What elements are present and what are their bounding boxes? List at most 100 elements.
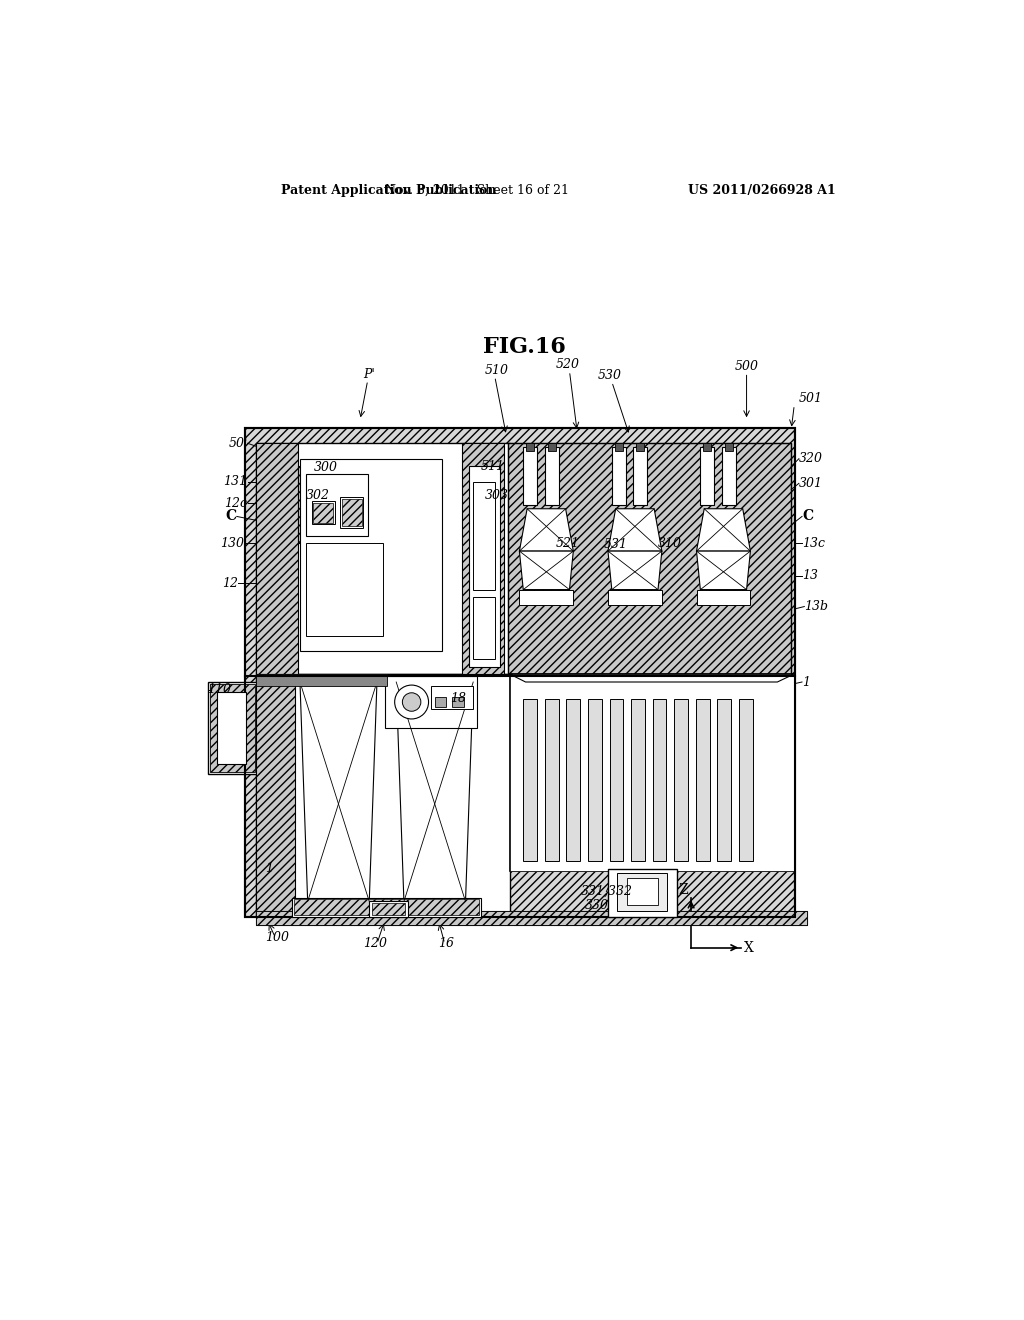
Bar [526, 444, 535, 451]
Bar [566, 700, 581, 861]
Text: 331,332: 331,332 [581, 884, 633, 898]
Text: 300: 300 [313, 462, 338, 474]
Bar [256, 911, 807, 924]
Text: 500: 500 [734, 360, 759, 372]
Bar [306, 544, 383, 636]
Bar [696, 590, 751, 605]
Polygon shape [696, 552, 751, 590]
Bar [510, 675, 794, 871]
Bar [617, 873, 668, 911]
Bar [637, 444, 644, 451]
Bar [306, 474, 368, 536]
Bar [652, 700, 667, 861]
Text: 13c: 13c [802, 537, 825, 550]
Text: 12: 12 [222, 577, 239, 590]
Bar [313, 503, 333, 523]
Bar [256, 911, 807, 924]
Bar [631, 700, 645, 861]
Bar [739, 700, 753, 861]
Text: P': P' [364, 367, 375, 380]
Bar [674, 700, 688, 861]
Circle shape [402, 693, 421, 711]
Bar [519, 590, 573, 605]
Text: 303: 303 [484, 490, 509, 502]
Polygon shape [510, 675, 794, 682]
Bar [609, 700, 624, 861]
Bar [245, 428, 795, 917]
Bar [473, 597, 495, 659]
Polygon shape [519, 508, 573, 552]
Text: X: X [743, 941, 754, 954]
Text: 100: 100 [265, 931, 289, 944]
Text: 511: 511 [481, 459, 505, 473]
Bar [545, 700, 559, 861]
Text: Patent Application Publication: Patent Application Publication [281, 185, 497, 197]
Text: US 2011/0266928 A1: US 2011/0266928 A1 [688, 185, 836, 197]
Bar [294, 899, 479, 915]
Bar [217, 692, 246, 764]
Bar [523, 447, 538, 506]
Bar [208, 682, 258, 775]
Text: 301: 301 [799, 477, 823, 490]
Text: Z: Z [679, 883, 688, 896]
Bar [703, 444, 711, 451]
Bar [473, 482, 495, 590]
Bar [608, 590, 662, 605]
Text: 13: 13 [802, 569, 818, 582]
Bar [608, 869, 677, 917]
Bar [256, 675, 510, 917]
Text: 12c: 12c [224, 496, 248, 510]
Bar [256, 675, 387, 686]
Text: 330: 330 [585, 899, 608, 912]
Polygon shape [300, 682, 377, 902]
Bar [435, 697, 446, 706]
Bar [628, 878, 658, 906]
Bar [385, 676, 477, 729]
Bar [722, 447, 736, 506]
Polygon shape [519, 552, 573, 590]
Bar [431, 686, 473, 709]
Text: 510: 510 [484, 363, 508, 376]
Text: 13b: 13b [804, 601, 828, 612]
Polygon shape [396, 682, 473, 902]
Text: 120: 120 [364, 937, 387, 950]
Text: 310: 310 [657, 537, 682, 550]
Bar [210, 684, 255, 772]
Bar [342, 499, 361, 527]
Text: 320: 320 [799, 453, 823, 465]
Text: C: C [225, 510, 237, 524]
Text: 130: 130 [220, 537, 245, 550]
Text: 18: 18 [451, 693, 466, 705]
Bar [611, 447, 626, 506]
Bar [634, 447, 647, 506]
Polygon shape [608, 508, 662, 552]
Bar [300, 459, 442, 651]
Text: 302: 302 [306, 490, 330, 502]
Text: FIG.16: FIG.16 [483, 337, 566, 358]
Text: 1: 1 [802, 676, 810, 689]
Bar [508, 444, 792, 675]
Text: 531: 531 [604, 539, 628, 552]
Bar [453, 697, 464, 706]
Text: 530: 530 [597, 370, 622, 381]
Bar [462, 444, 504, 675]
Bar [508, 444, 792, 675]
Text: 501: 501 [799, 392, 823, 405]
Bar [256, 675, 295, 917]
Text: Nov. 3, 2011   Sheet 16 of 21: Nov. 3, 2011 Sheet 16 of 21 [385, 185, 569, 197]
Text: 131: 131 [223, 475, 248, 488]
Bar [614, 444, 623, 451]
Text: 110: 110 [207, 684, 230, 696]
Bar [548, 444, 556, 451]
Bar [307, 545, 382, 635]
Bar [256, 444, 510, 675]
Bar [311, 502, 335, 524]
Bar [700, 447, 714, 506]
Bar [510, 675, 794, 871]
Bar [298, 466, 376, 544]
Bar [245, 428, 795, 917]
Bar [523, 700, 538, 861]
Text: 521: 521 [556, 537, 580, 550]
Polygon shape [696, 508, 751, 552]
Polygon shape [608, 552, 662, 590]
